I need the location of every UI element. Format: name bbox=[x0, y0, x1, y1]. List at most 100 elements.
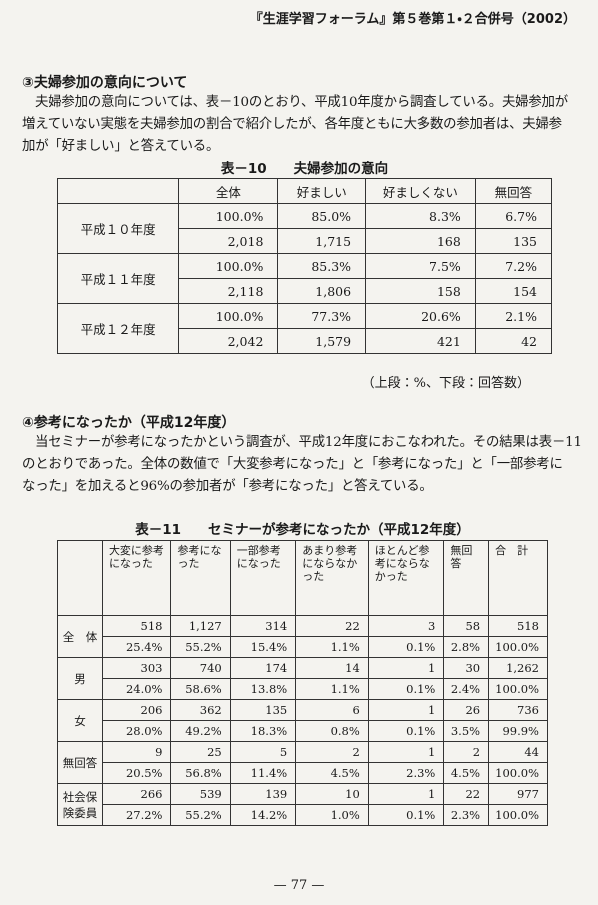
row-label: 無回答 bbox=[57, 741, 103, 784]
cell: 22 bbox=[443, 783, 490, 805]
cell: 2.1% bbox=[474, 303, 553, 329]
cell: 100.0% bbox=[178, 203, 279, 229]
cell: 55.2% bbox=[170, 636, 231, 658]
cell: 2 bbox=[295, 741, 369, 763]
data-row: 25.4% 55.2% 15.4% 1.1% 0.1% 2.8% 100.0% bbox=[58, 636, 548, 658]
cell: 1,127 bbox=[170, 615, 231, 637]
cell: 100.0% bbox=[488, 804, 548, 826]
cell: 20.6% bbox=[365, 303, 476, 329]
cell: 8.3% bbox=[365, 203, 476, 229]
cell: 100.0% bbox=[488, 762, 548, 784]
cell: 58.6% bbox=[170, 678, 231, 700]
cell: 42 bbox=[474, 328, 553, 354]
cell: 421 bbox=[365, 328, 476, 354]
column-header: 好ましい bbox=[277, 178, 367, 204]
cell: 100.0% bbox=[488, 636, 548, 658]
cell: 2 bbox=[443, 741, 490, 763]
column-header: ほとんど参考にならなかった bbox=[367, 540, 445, 616]
corner-cell bbox=[56, 178, 180, 204]
cell: 44 bbox=[488, 741, 548, 763]
cell: 13.8% bbox=[229, 678, 297, 700]
cell: 20.5% bbox=[101, 762, 172, 784]
cell: 22 bbox=[295, 615, 369, 637]
cell: 4.5% bbox=[295, 762, 369, 784]
cell: 58 bbox=[443, 615, 490, 637]
column-header: 全体 bbox=[178, 178, 279, 204]
cell: 303 bbox=[101, 657, 172, 679]
cell: 100.0% bbox=[178, 303, 279, 329]
cell: 3 bbox=[367, 615, 445, 637]
table-title: 表－11 セミナーが参考になったか（平成12年度） bbox=[135, 522, 470, 538]
corner-cell bbox=[57, 540, 103, 616]
cell: 6.7% bbox=[474, 203, 553, 229]
data-row: 2,042 1,579 421 42 bbox=[58, 328, 553, 354]
data-row: 平成１０年度 100.0% 85.0% 8.3% 6.7% bbox=[56, 203, 553, 254]
cell: 25 bbox=[170, 741, 231, 763]
cell: 174 bbox=[229, 657, 297, 679]
cell: 1 bbox=[367, 783, 445, 805]
running-header: 『生涯学習フォーラム』第５巻第１・２合併号（2002） bbox=[249, 12, 576, 27]
row-label: 全 体 bbox=[57, 615, 103, 658]
cell: 56.8% bbox=[170, 762, 231, 784]
cell: 362 bbox=[170, 699, 231, 721]
cell: 2,118 bbox=[178, 278, 279, 304]
cell: 135 bbox=[229, 699, 297, 721]
data-row: 27.2% 55.2% 14.2% 1.0% 0.1% 2.3% 100.0% bbox=[58, 804, 548, 826]
row-label: 男 bbox=[57, 657, 103, 700]
cell: 977 bbox=[488, 783, 548, 805]
cell: 2.3% bbox=[367, 762, 445, 784]
data-row: 男 303 740 174 14 1 30 1,262 bbox=[57, 657, 548, 700]
column-header: 無回答 bbox=[474, 178, 553, 204]
cell: 266 bbox=[101, 783, 172, 805]
cell: 14.2% bbox=[229, 804, 297, 826]
column-header: 合 計 bbox=[488, 540, 548, 616]
text-line: 夫婦参加の意向については、表－10のとおり、平成10年度から調査している。夫婦参… bbox=[35, 95, 568, 110]
cell: 2,018 bbox=[178, 228, 279, 254]
cell: 100.0% bbox=[178, 253, 279, 279]
cell: 2.3% bbox=[443, 804, 490, 826]
cell: 2.4% bbox=[443, 678, 490, 700]
data-row: 24.0% 58.6% 13.8% 1.1% 0.1% 2.4% 100.0% bbox=[58, 678, 548, 700]
table-title: 表－10 夫婦参加の意向 bbox=[220, 161, 389, 177]
column-header: 大変に参考になった bbox=[101, 540, 172, 616]
data-row: 2,118 1,806 158 154 bbox=[58, 278, 553, 304]
cell: 206 bbox=[101, 699, 172, 721]
row-label: 平成１０年度 bbox=[56, 203, 180, 254]
table: 全体 好ましい 好ましくない 無回答 平成１０年度 100.0% 85.0% 8.3% 6.7%… bbox=[56, 178, 553, 354]
cell: 30 bbox=[443, 657, 490, 679]
cell: 99.9% bbox=[488, 720, 548, 742]
cell: 0.8% bbox=[295, 720, 369, 742]
table: 大変に参考になった 参考になった 一部参考になった あまり参考にならなかった ほとんど参… bbox=[57, 540, 548, 826]
text-line: 加が「好ましい」と答えている。 bbox=[22, 139, 220, 154]
cell: 1 bbox=[367, 657, 445, 679]
cell: 6 bbox=[295, 699, 369, 721]
cell: 25.4% bbox=[101, 636, 172, 658]
cell: 85.3% bbox=[277, 253, 367, 279]
cell: 1.1% bbox=[295, 636, 369, 658]
cell: 158 bbox=[365, 278, 476, 304]
header-row: 大変に参考になった 参考になった 一部参考になった あまり参考にならなかった ほとんど参… bbox=[57, 540, 548, 616]
cell: 1 bbox=[367, 699, 445, 721]
data-row: 社会保険委員 266 539 139 10 1 22 977 bbox=[57, 783, 548, 826]
data-row: 女 206 362 135 6 1 26 736 bbox=[57, 699, 548, 742]
cell: 518 bbox=[101, 615, 172, 637]
row-label: 平成１１年度 bbox=[56, 253, 180, 304]
cell: 1,579 bbox=[277, 328, 367, 354]
cell: 1 bbox=[367, 741, 445, 763]
column-header: 参考になった bbox=[170, 540, 231, 616]
header-row: 全体 好ましい 好ましくない 無回答 bbox=[56, 178, 553, 204]
paragraph: 夫婦参加の意向については、表－10のとおり、平成10年度から調査している。夫婦参… bbox=[22, 92, 578, 158]
row-label: 女 bbox=[57, 699, 103, 742]
data-row: 全 体 518 1,127 314 22 3 58 518 bbox=[57, 615, 548, 658]
cell: 154 bbox=[474, 278, 553, 304]
data-row: 28.0% 49.2% 18.3% 0.8% 0.1% 3.5% 99.9% bbox=[58, 720, 548, 742]
section-heading: ③夫婦参加の意向について bbox=[22, 75, 188, 91]
cell: 0.1% bbox=[367, 636, 445, 658]
column-header: あまり参考にならなかった bbox=[295, 540, 369, 616]
cell: 14 bbox=[295, 657, 369, 679]
cell: 7.2% bbox=[474, 253, 553, 279]
cell: 11.4% bbox=[229, 762, 297, 784]
data-row: 無回答 9 25 5 2 1 2 44 bbox=[57, 741, 548, 784]
table-note: （上段：%、下段：回答数） bbox=[361, 376, 530, 391]
